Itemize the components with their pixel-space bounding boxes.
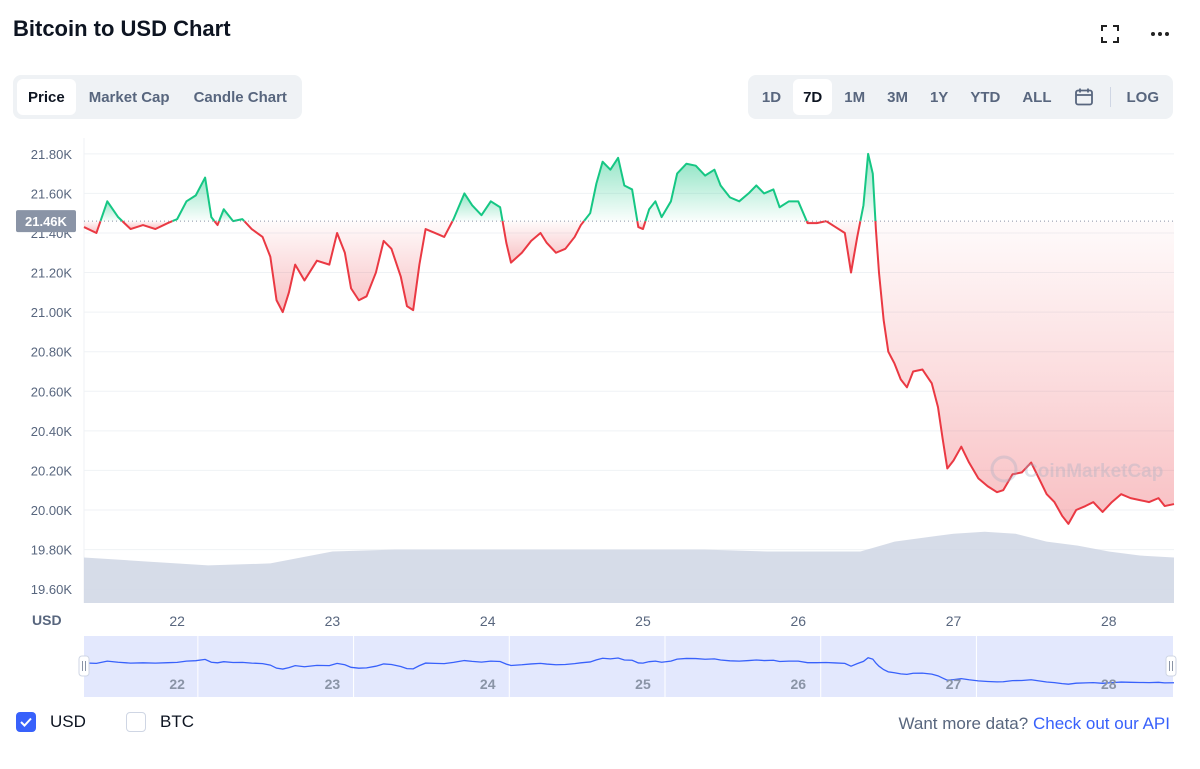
navigator-label: 23 — [325, 676, 341, 692]
btc-label: BTC — [160, 712, 194, 731]
x-tick-label: 24 — [480, 613, 496, 629]
navigator-gridlines — [197, 636, 977, 697]
x-tick-label: 23 — [325, 613, 341, 629]
watermark-text: CoinMarketCap — [1024, 461, 1163, 482]
range-ytd-button[interactable]: YTD — [970, 88, 1001, 106]
volume-area-path — [84, 531, 1174, 603]
range-navigator[interactable]: 22 23 24 25 26 27 28 — [78, 636, 1177, 697]
line-above-baseline — [218, 208, 245, 223]
line-below-baseline — [874, 221, 1175, 525]
range-divider — [1109, 87, 1111, 107]
currency-axis-label: USD — [32, 612, 62, 628]
check-icon — [20, 717, 32, 727]
y-tick-label: 19.60K — [31, 582, 73, 597]
line-above-baseline — [859, 152, 877, 222]
area-below-baseline — [84, 221, 101, 233]
area-above-baseline — [645, 163, 807, 222]
usd-checkbox[interactable] — [16, 712, 36, 732]
line-below-baseline — [213, 220, 221, 227]
y-tick-label: 21.60K — [31, 186, 73, 201]
range-selector: 1D 7D 1M 3M 1Y YTD ALL LOG — [747, 75, 1173, 119]
usd-label: USD — [50, 712, 86, 731]
area-above-baseline — [583, 157, 638, 222]
area-below-baseline — [244, 221, 453, 313]
x-tick-label: 26 — [790, 613, 806, 629]
range-3m-button[interactable]: 3M — [887, 88, 908, 106]
line-above-baseline — [172, 176, 216, 223]
line-above-baseline — [644, 162, 808, 222]
line-above-baseline — [451, 192, 504, 222]
navigator-label: 22 — [169, 676, 185, 692]
navigator-selection — [84, 636, 1173, 697]
btc-toggle[interactable]: BTC — [126, 712, 194, 732]
line-below-baseline — [501, 220, 585, 264]
navigator-right-handle[interactable] — [1165, 655, 1177, 677]
range-all-button[interactable]: ALL — [1022, 88, 1052, 106]
x-axis-labels: 22 23 24 25 26 27 28 — [169, 613, 1116, 629]
watermark: CoinMarketCap — [990, 455, 1163, 483]
y-tick-label: 20.40K — [31, 424, 73, 439]
line-below-baseline — [825, 220, 862, 274]
x-tick-label: 28 — [1101, 613, 1117, 629]
line-above-baseline — [583, 156, 639, 222]
btc-checkbox[interactable] — [126, 712, 146, 732]
api-promo: Want more data? Check out our API — [898, 714, 1170, 734]
tab-market-cap[interactable]: Market Cap — [88, 88, 170, 106]
range-1m-button[interactable]: 1M — [844, 88, 866, 106]
navigator-line — [83, 656, 1175, 685]
chart-type-tabs: Price Market Cap Candle Chart — [13, 75, 302, 119]
y-tick-label: 20.60K — [31, 384, 73, 399]
y-tick-label: 20.80K — [31, 345, 73, 360]
navigator-label: 26 — [790, 676, 806, 692]
more-data-text: Want more data? — [898, 714, 1029, 733]
baseline-price-label: 21.46K — [25, 214, 68, 229]
line-below-baseline — [636, 220, 647, 231]
navigator-label: 27 — [946, 676, 962, 692]
area-below-baseline — [826, 221, 861, 273]
range-1y-button[interactable]: 1Y — [929, 88, 949, 106]
tab-candle-chart[interactable]: Candle Chart — [193, 88, 287, 106]
y-tick-label: 21.20K — [31, 266, 73, 281]
area-below-baseline — [502, 221, 584, 263]
log-scale-button[interactable]: LOG — [1126, 88, 1160, 106]
page-title: Bitcoin to USD Chart — [13, 16, 231, 41]
y-tick-label: 21.00K — [31, 305, 73, 320]
calendar-icon[interactable] — [1064, 79, 1104, 115]
line-above-baseline — [99, 200, 123, 222]
line-below-baseline — [243, 220, 454, 314]
api-link[interactable]: Check out our API — [1032, 714, 1170, 733]
navigator-left-handle[interactable] — [78, 655, 90, 677]
y-tick-label: 19.80K — [31, 543, 73, 558]
volume-area — [84, 531, 1174, 603]
navigator-label: 25 — [635, 676, 651, 692]
x-tick-label: 27 — [946, 613, 962, 629]
area-above-baseline — [452, 193, 503, 222]
y-tick-label: 20.00K — [31, 503, 73, 518]
range-1d-button[interactable]: 1D — [761, 88, 782, 106]
navigator-label: 28 — [1101, 676, 1117, 692]
chart-actions — [1098, 22, 1172, 46]
y-tick-label: 21.80K — [31, 147, 73, 162]
line-below-baseline — [805, 220, 827, 225]
navigator-labels: 22 23 24 25 26 27 28 — [169, 676, 1116, 692]
usd-toggle[interactable]: USD — [16, 712, 86, 732]
fullscreen-icon[interactable] — [1098, 22, 1122, 46]
x-tick-label: 25 — [635, 613, 651, 629]
baseline-price-badge: 21.46K — [16, 210, 76, 233]
price-line — [83, 152, 1175, 525]
more-horizontal-icon[interactable] — [1148, 22, 1172, 46]
line-below-baseline — [83, 220, 102, 234]
area-below-baseline — [875, 221, 1174, 524]
area-above-baseline — [172, 177, 215, 222]
range-7d-button[interactable]: 7D — [793, 79, 833, 115]
line-below-baseline — [121, 220, 173, 231]
price-area-fill — [84, 153, 1174, 524]
navigator-label: 24 — [480, 676, 496, 692]
y-tick-label: 20.20K — [31, 463, 73, 478]
x-tick-label: 22 — [169, 613, 185, 629]
tab-price[interactable]: Price — [17, 79, 76, 115]
navigator-line-path — [83, 656, 1175, 685]
